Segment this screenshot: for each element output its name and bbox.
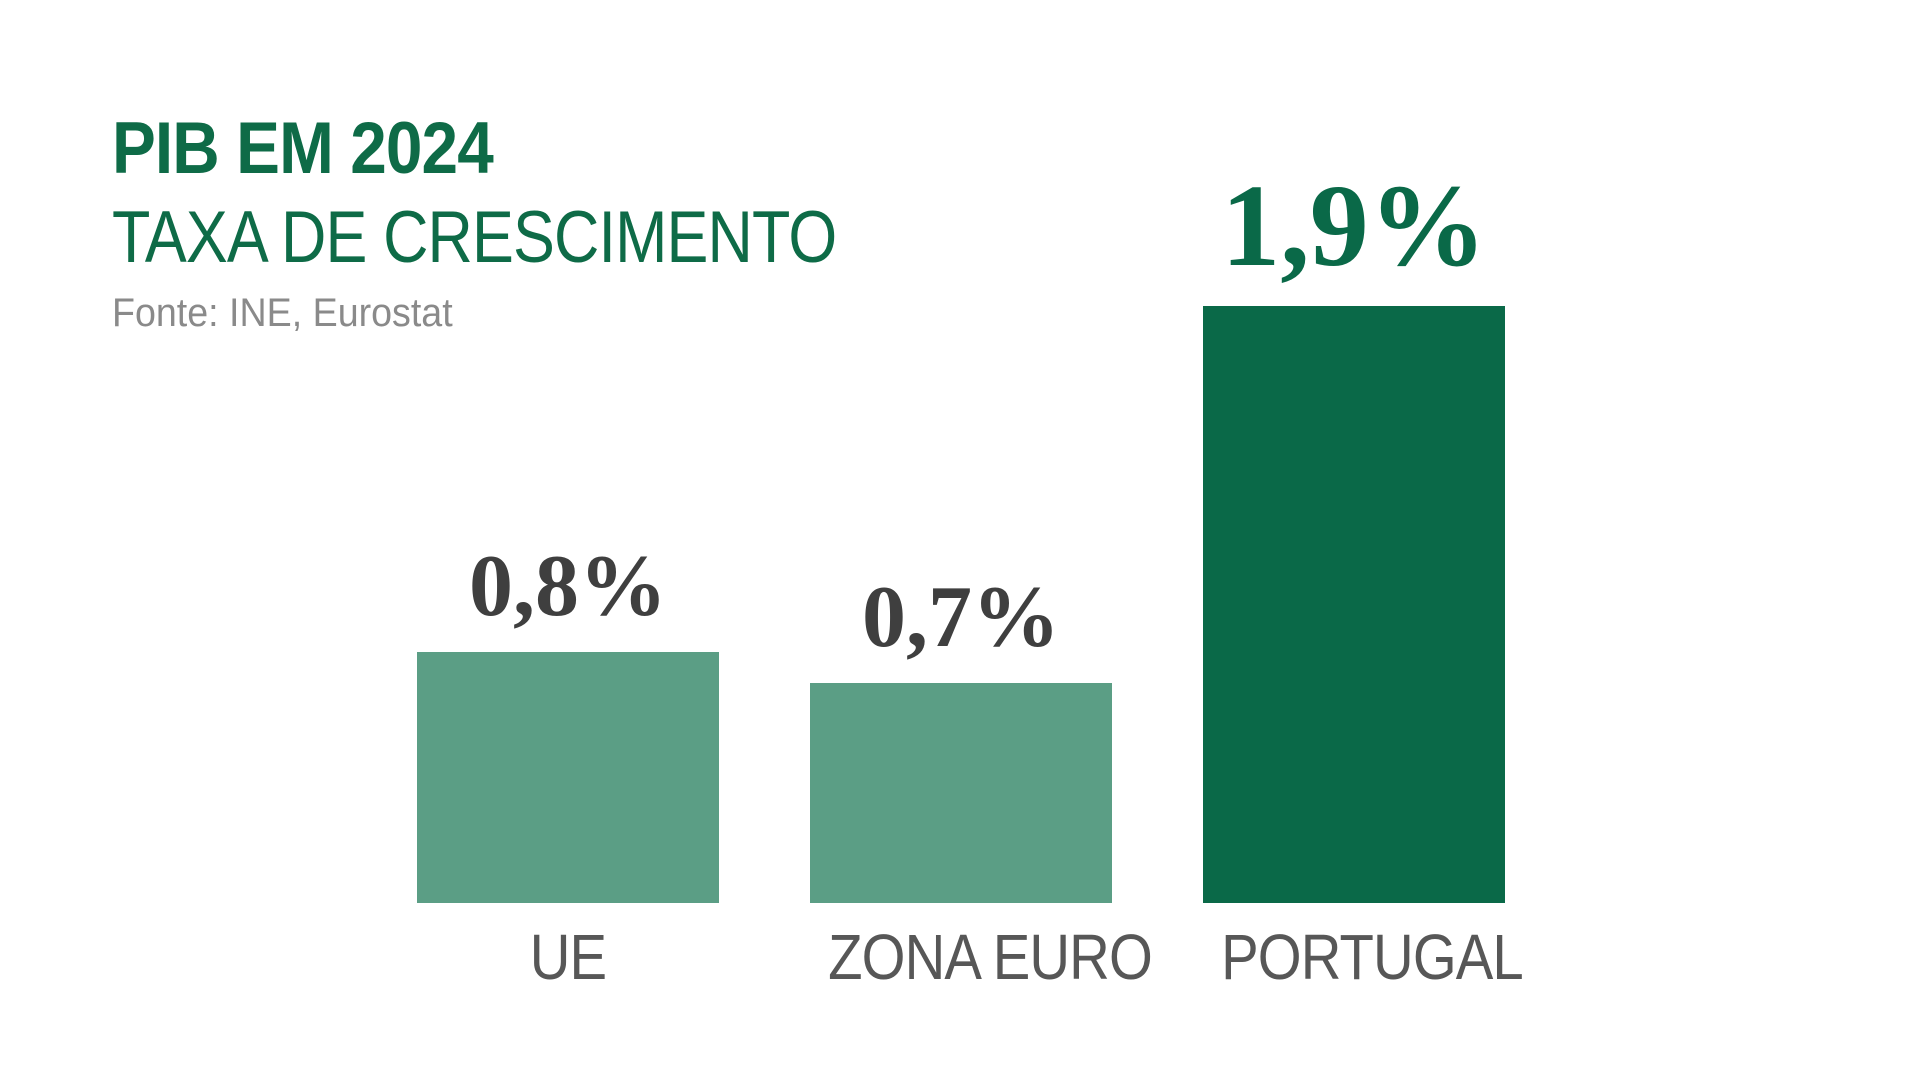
chart-header: PIB EM 2024 TAXA DE CRESCIMENTO Fonte: I… xyxy=(112,112,1012,333)
bar-ue xyxy=(417,652,719,903)
chart-source: Fonte: INE, Eurostat xyxy=(112,291,453,335)
bar-zona-euro xyxy=(810,683,1112,903)
value-label-portugal: 1,9% xyxy=(1221,160,1487,291)
category-label-portugal: PORTUGAL xyxy=(1221,921,1524,993)
bar-portugal xyxy=(1203,306,1505,903)
category-label-zona-euro: ZONA EURO xyxy=(828,921,1153,993)
value-label-ue: 0,8% xyxy=(469,538,667,635)
value-label-zona-euro: 0,7% xyxy=(862,569,1060,666)
chart-subtitle: TAXA DE CRESCIMENTO xyxy=(112,197,837,278)
chart-title: PIB EM 2024 xyxy=(112,108,494,189)
category-label-ue: UE xyxy=(529,921,607,993)
